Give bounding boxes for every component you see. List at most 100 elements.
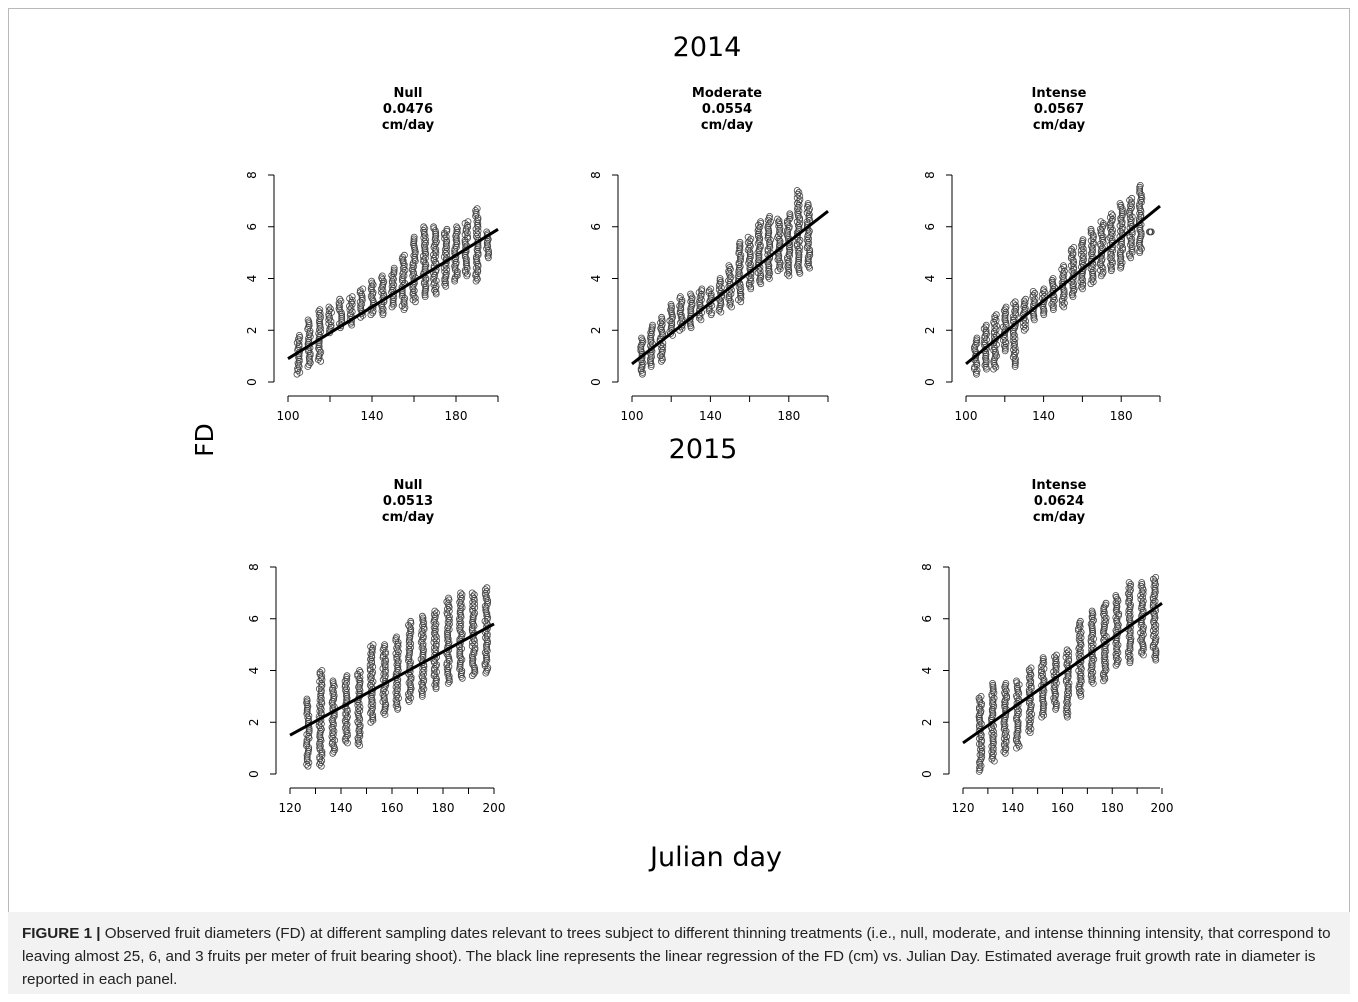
data-point	[757, 218, 764, 226]
data-point	[294, 359, 302, 367]
data-point	[392, 689, 400, 696]
data-point	[445, 607, 453, 615]
data-point	[382, 648, 389, 656]
data-point	[756, 234, 764, 242]
data-point	[1001, 689, 1008, 696]
x-tick-label: 100	[955, 409, 978, 423]
data-point	[293, 339, 301, 347]
data-point	[443, 598, 451, 606]
data-point	[471, 600, 479, 608]
data-point	[766, 242, 774, 250]
data-point	[1065, 648, 1072, 656]
data-point	[1076, 621, 1083, 629]
data-point	[380, 692, 388, 700]
data-point	[744, 233, 752, 241]
data-point	[316, 670, 324, 678]
data-point	[420, 258, 428, 266]
data-point	[1107, 256, 1115, 264]
data-point	[1150, 575, 1157, 583]
data-point	[422, 276, 430, 284]
data-point	[348, 293, 356, 301]
data-point	[369, 641, 377, 648]
data-point	[707, 290, 715, 298]
data-point	[1063, 650, 1071, 657]
data-point	[474, 227, 482, 235]
data-point	[1116, 200, 1124, 207]
y-tick-label: 6	[245, 223, 259, 231]
data-point	[976, 751, 984, 759]
data-point	[1019, 319, 1027, 327]
regression-line	[287, 228, 499, 360]
data-point	[430, 251, 437, 259]
data-point	[1068, 253, 1075, 261]
data-point	[705, 287, 713, 295]
data-point	[369, 644, 377, 652]
data-point	[1151, 597, 1159, 605]
data-point	[775, 254, 783, 262]
data-point	[393, 661, 401, 669]
data-point	[421, 265, 429, 273]
data-point	[1070, 285, 1078, 293]
data-point	[1101, 649, 1108, 657]
data-point	[805, 240, 812, 248]
data-point	[433, 609, 440, 617]
data-point	[355, 700, 363, 707]
data-point	[667, 300, 675, 308]
y-tick-label: 2	[589, 326, 603, 334]
data-point	[1025, 686, 1033, 694]
data-point	[443, 238, 451, 246]
data-point	[328, 716, 336, 724]
data-point	[316, 753, 324, 761]
regression-line	[289, 622, 495, 737]
data-point	[1051, 653, 1058, 661]
data-point	[368, 652, 376, 660]
data-point	[335, 299, 343, 307]
data-point	[971, 345, 978, 353]
data-point	[1039, 654, 1047, 661]
data-point	[659, 343, 667, 351]
data-point	[980, 325, 988, 333]
data-point	[368, 659, 376, 667]
y-axis-label: FD	[190, 423, 219, 457]
data-point	[463, 221, 471, 229]
panel-title-line: 0.0476	[383, 102, 433, 117]
data-point	[989, 737, 997, 745]
data-point	[1079, 236, 1087, 244]
data-point	[982, 363, 990, 371]
data-point	[639, 368, 646, 376]
data-point	[1039, 670, 1047, 678]
data-point	[1112, 592, 1120, 599]
data-point	[754, 232, 762, 240]
data-point	[369, 281, 377, 289]
data-point	[736, 238, 744, 246]
data-point	[1022, 317, 1029, 325]
regression-line	[962, 601, 1163, 745]
data-point	[327, 321, 335, 329]
data-point	[784, 259, 792, 267]
data-point	[765, 229, 773, 237]
data-point	[342, 733, 350, 741]
y-tick-label: 4	[245, 275, 259, 283]
data-point	[988, 742, 996, 750]
data-point	[1000, 342, 1008, 349]
data-point	[420, 230, 428, 238]
data-point	[988, 729, 996, 737]
data-point	[1070, 264, 1078, 271]
panel-title-line: Null	[393, 86, 422, 101]
data-point	[468, 652, 476, 659]
data-point	[380, 290, 388, 298]
data-point	[473, 205, 481, 213]
data-point	[649, 323, 656, 331]
data-point	[1152, 651, 1160, 658]
data-point	[786, 210, 794, 218]
data-point	[1079, 258, 1086, 265]
data-point	[483, 584, 491, 592]
data-point	[329, 735, 337, 742]
data-point	[1040, 285, 1048, 293]
data-point	[975, 722, 983, 730]
data-point	[330, 748, 338, 755]
data-point	[1077, 634, 1085, 642]
x-tick-label: 180	[1101, 801, 1124, 815]
